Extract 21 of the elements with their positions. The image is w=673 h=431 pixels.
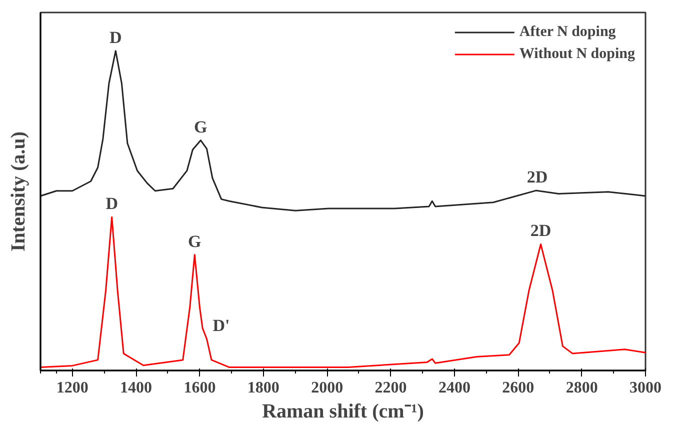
annotation: D [110, 28, 122, 47]
annotation: G [194, 117, 208, 136]
x-tick-label: 1400 [120, 380, 152, 396]
x-tick-label: 1200 [56, 380, 88, 396]
x-tick-label: 3000 [630, 380, 662, 396]
x-tick-label: 2200 [374, 380, 407, 396]
x-axis-title: Raman shift (cm⁻¹) [262, 400, 424, 422]
x-tick-label: 2800 [566, 380, 598, 396]
annotation: D' [212, 316, 230, 335]
annotation: G [188, 232, 202, 251]
x-tick-label: 2600 [502, 380, 534, 396]
legend-label: After N doping [519, 24, 616, 40]
annotation: D [106, 194, 118, 214]
x-tick-label: 1600 [184, 380, 216, 396]
y-axis-title: Intensity (a.u) [8, 131, 30, 252]
x-tick-label: 2000 [311, 380, 344, 396]
legend-label: Without N doping [519, 46, 635, 62]
x-tick-label: 2400 [438, 380, 470, 396]
x-tick-label: 1800 [247, 380, 280, 396]
annotation: 2D [530, 221, 552, 240]
annotation: 2D [526, 168, 548, 187]
